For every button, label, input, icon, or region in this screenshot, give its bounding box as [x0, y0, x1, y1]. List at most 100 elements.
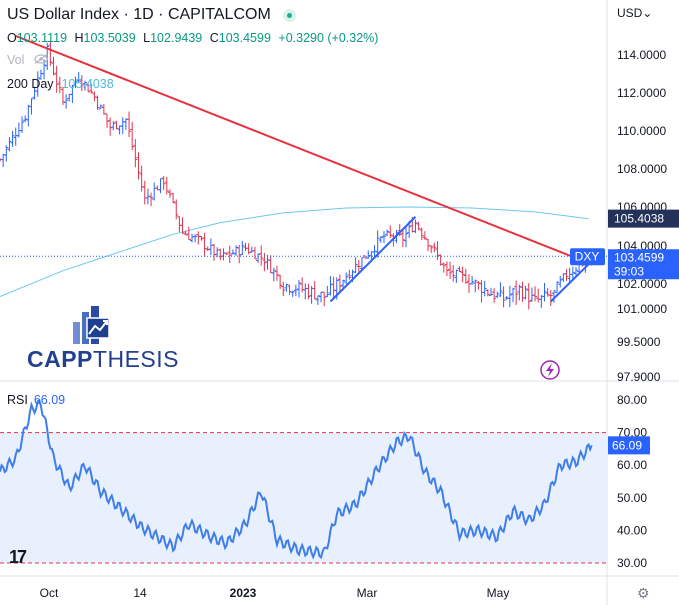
price-bar: [498, 282, 503, 297]
price-bar: [306, 283, 311, 300]
price-bar: [378, 236, 383, 243]
price-bar: [488, 287, 493, 296]
price-bar: [133, 139, 138, 168]
price-bar: [419, 227, 424, 241]
price-bar: [256, 253, 261, 263]
market-open-icon: [282, 8, 296, 22]
eye-off-icon[interactable]: [34, 53, 48, 67]
rsi-band: [0, 432, 607, 563]
price-bar: [149, 192, 154, 207]
price-bar: [520, 281, 525, 302]
price-bar: [70, 84, 75, 103]
resistance-trendline: [15, 35, 589, 265]
price-bar: [441, 262, 446, 273]
price-bar: [555, 281, 560, 293]
price-bar: [271, 267, 276, 282]
price-bar: [529, 287, 534, 302]
close-value: 103.4599: [218, 31, 271, 45]
sma-legend[interactable]: 200 Day 105.4038: [7, 77, 114, 91]
price-bar: [372, 245, 377, 258]
price-bar: [92, 91, 97, 102]
price-bar: [186, 226, 191, 241]
tradingview-logo-icon[interactable]: 17: [9, 547, 27, 567]
price-bar: [79, 75, 84, 92]
price-bar: [196, 231, 201, 245]
price-bar: [48, 41, 53, 66]
last-price-tag: [608, 249, 679, 280]
rsi-line: [0, 399, 593, 560]
price-bar: [463, 268, 468, 284]
price-bar: [193, 234, 198, 243]
sma200-line: [0, 206, 589, 297]
price-bar: [347, 269, 352, 280]
price-bar: [397, 224, 402, 237]
price-bar: [344, 272, 349, 285]
ohlc-legend: O103.1119 H103.5039 L102.9439 C103.4599 …: [7, 31, 382, 45]
price-bar: [284, 283, 289, 292]
price-bar: [325, 285, 330, 298]
price-bar: [35, 71, 40, 97]
price-bar: [215, 247, 220, 258]
rsi-tick-label: 80.00: [617, 393, 647, 407]
price-bar: [359, 257, 364, 270]
price-bar: [511, 287, 516, 303]
price-bar: [212, 243, 217, 261]
low-label: L: [143, 31, 151, 45]
price-bar: [413, 219, 418, 233]
price-bar: [337, 274, 342, 293]
price-bar: [111, 121, 116, 131]
rsi-legend[interactable]: RSI 66.09: [7, 393, 65, 407]
currency-dropdown[interactable]: USD⌄: [617, 6, 652, 20]
price-bar: [278, 274, 283, 289]
price-bar: [526, 283, 531, 310]
price-bar: [533, 286, 538, 302]
price-bar: [558, 275, 563, 288]
rsi-tick-label: 60.00: [617, 458, 647, 472]
price-bar: [98, 104, 103, 110]
capp-thesis-logo: CAPPTHESIS: [27, 346, 179, 373]
price-bar: [501, 286, 506, 308]
countdown-label: 39:03: [614, 264, 644, 278]
price-bar: [426, 238, 431, 251]
price-bar: [400, 228, 405, 247]
price-bar: [570, 266, 575, 279]
rsi-legend-value: 66.09: [33, 393, 66, 407]
price-bar: [76, 72, 81, 83]
price-bar: [130, 121, 135, 151]
price-bar: [356, 259, 361, 274]
price-bar: [123, 118, 128, 130]
x-tick-label: 14: [133, 586, 147, 600]
price-bar: [404, 226, 409, 248]
volume-legend[interactable]: Vol: [7, 53, 48, 67]
symbol-tag: [570, 248, 605, 266]
rsi-label: RSI: [7, 393, 28, 407]
price-bar: [479, 280, 484, 303]
price-bar: [438, 254, 443, 266]
price-bar: [485, 289, 490, 297]
price-tick-label: 101.0000: [617, 302, 667, 316]
price-bar: [183, 230, 188, 236]
price-bar: [218, 248, 223, 261]
lightning-icon[interactable]: [540, 360, 560, 380]
price-bar: [202, 232, 207, 257]
rsi-tick-label: 50.00: [617, 491, 647, 505]
x-tick-label: Oct: [40, 586, 59, 600]
gear-icon[interactable]: ⚙: [637, 585, 650, 601]
price-bar: [507, 285, 512, 307]
price-bar: [142, 180, 147, 205]
price-bar: [114, 121, 119, 130]
price-tick-label: 102.0000: [617, 277, 667, 291]
price-bar: [536, 288, 541, 303]
change-value: +0.3290 (+0.32%): [278, 31, 379, 45]
price-bar: [542, 282, 547, 302]
price-bar: [281, 281, 286, 297]
price-bar: [208, 238, 213, 256]
rsi-value-tag: [608, 436, 650, 455]
price-bar: [177, 216, 182, 232]
price-bar: [73, 76, 78, 89]
price-bar: [523, 285, 528, 300]
price-bar: [54, 65, 59, 93]
price-bar: [89, 83, 94, 94]
price-bar: [108, 117, 113, 136]
